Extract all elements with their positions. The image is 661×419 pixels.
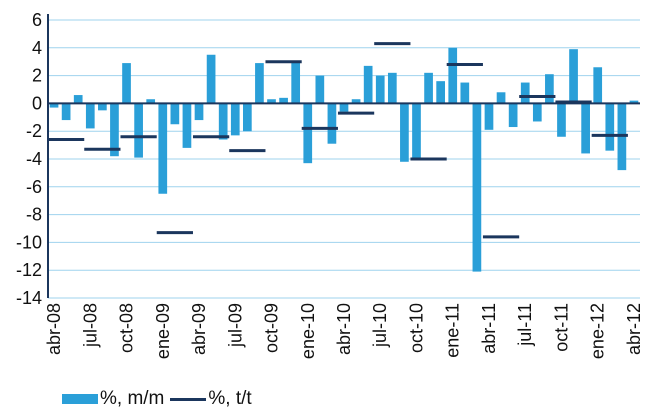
bar [545,74,554,104]
bar [436,81,446,104]
bar [206,54,216,104]
bar [605,103,615,151]
bar [61,103,71,121]
y-tick-label: -12 [16,260,42,280]
x-tick-label: abr-09 [189,303,209,355]
y-tick-label: -6 [26,177,42,197]
legend: %, m/m %, t/t [62,388,258,410]
axes [47,14,640,298]
bar [424,72,433,104]
bar [73,95,83,104]
x-tick-label: jul-10 [370,303,390,348]
legend-swatch-bar [62,394,98,404]
bar [230,103,240,136]
x-tick-label: jul-09 [225,303,245,348]
bar [508,103,518,128]
bar [49,103,59,108]
x-tick-label: abr-08 [44,303,64,355]
bar [351,99,361,104]
bar [387,72,397,104]
bar [315,75,325,104]
bar [218,103,228,140]
bar [194,103,204,121]
x-tick-label: abr-12 [624,303,644,355]
bar [484,103,494,130]
legend-item-tt: %, t/t [170,388,252,410]
bar [412,103,421,159]
bar [532,103,542,122]
x-tick-label: abr-10 [334,303,354,355]
bar [98,103,107,111]
x-tick-label: ene-12 [588,303,608,359]
bar [581,103,590,154]
bar [557,103,566,137]
bar [170,103,180,125]
bar [472,103,482,272]
y-tick-label: -14 [16,288,42,308]
y-tick-label: -4 [26,149,42,169]
x-tick-label: oct-10 [406,303,426,353]
bar [339,103,349,112]
bar [520,82,530,104]
x-tick-label: ene-09 [153,303,173,359]
x-tick-label: abr-11 [479,303,499,354]
bar [593,67,603,104]
bar [242,103,252,132]
x-tick-label: ene-10 [298,303,318,359]
bar [158,103,168,194]
x-tick-label: jul-11 [515,303,535,347]
bar [267,99,276,104]
bar [291,61,301,104]
legend-item-mm: %, m/m [62,388,164,410]
y-tick-label: 0 [32,93,42,113]
bar [134,103,143,158]
x-tick-label: oct-11 [551,303,571,352]
bar [569,49,578,104]
bar [363,65,373,104]
y-tick-label: 6 [32,10,42,30]
bar [460,82,470,104]
y-tick-label: -10 [16,232,42,252]
bar [303,103,313,164]
legend-label-mm: %, m/m [100,388,165,409]
bar [496,92,506,104]
y-tick-label: -8 [26,205,42,225]
bar [122,63,131,104]
bar [255,63,264,104]
x-tick-label: ene-11 [443,303,463,358]
y-tick-label: 2 [32,66,42,86]
legend-swatch-line [170,397,207,401]
bar [279,97,288,104]
bar [400,103,409,162]
bars-series-mm [49,47,639,272]
bar [448,47,458,104]
y-tick-label: 4 [32,38,42,58]
gridlines [48,19,640,299]
bar [375,75,385,104]
bar [182,103,192,148]
line-series-tt [48,42,628,239]
x-tick-labels: abr-08 jul-08 oct-08 ene-09 abr-09 jul-09 oct-… [44,303,644,359]
x-tick-label: oct-09 [262,303,282,353]
y-tick-label: -2 [26,121,42,141]
x-tick-label: jul-08 [80,303,100,348]
bar [85,103,95,129]
legend-label-tt: %, t/t [208,388,252,409]
bar [327,103,337,144]
bar [110,103,119,157]
bar [629,100,639,104]
y-tick-labels: 6 4 2 0 -2 -4 -6 -8 -10 -12 -14 [16,10,42,308]
x-tick-label: oct-08 [117,303,137,353]
bar [146,99,156,104]
